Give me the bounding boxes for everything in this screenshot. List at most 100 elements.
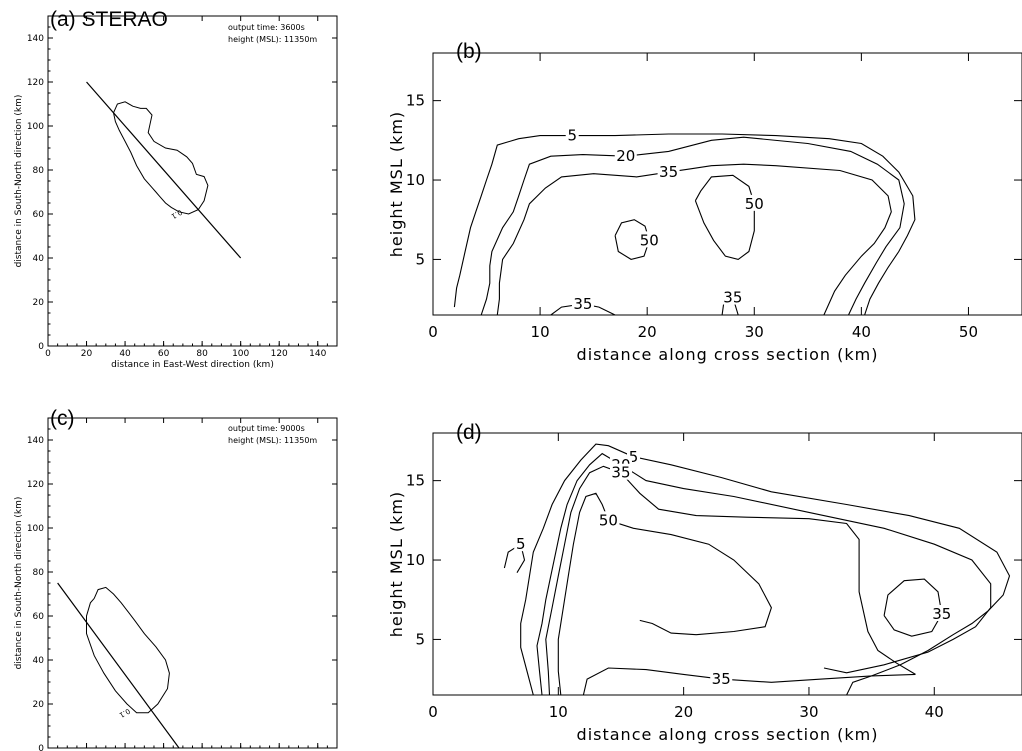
info-text: height (MSL): 11350m xyxy=(228,436,317,445)
contour-line xyxy=(453,133,916,315)
plot-area: 552035353550 xyxy=(503,443,1011,695)
y-tick-label: 0 xyxy=(38,744,44,751)
panel-label: (c) xyxy=(50,407,75,430)
y-tick-label: 80 xyxy=(33,166,45,176)
panel-label: (d) xyxy=(456,421,482,444)
plot-frame xyxy=(432,52,1022,316)
x-tick-label: 0 xyxy=(45,349,51,359)
panel-a: 0 20 40 60 80 100 120 140 0 20 40 60 80 100 120 140 dist… xyxy=(14,8,338,370)
contour-label-bg xyxy=(721,288,744,305)
contour-label-bg xyxy=(657,163,680,180)
contour-line xyxy=(694,174,755,260)
y-axis-label: distance in South-North direction (km) xyxy=(14,95,24,268)
x-axis-label: distance along cross section (km) xyxy=(577,725,879,744)
y-tick-label: 100 xyxy=(27,524,44,534)
contour-label-bg xyxy=(743,194,766,211)
plot-area: 0.1 xyxy=(57,582,180,748)
plot-frame xyxy=(432,432,1022,696)
x-tick-label: 20 xyxy=(81,349,93,359)
contour-line xyxy=(582,667,916,695)
contour-label: 35 xyxy=(932,605,951,623)
x-tick-label: 10 xyxy=(531,323,550,341)
contour-label: 35 xyxy=(659,163,678,181)
y-tick-label: 80 xyxy=(33,568,45,578)
contour-line xyxy=(113,101,209,215)
x-axis-label: distance in East-West direction (km) xyxy=(111,360,274,370)
x-tick-label: 40 xyxy=(852,323,871,341)
panel-label: (b) xyxy=(456,40,482,63)
x-tick-label: 40 xyxy=(119,349,131,359)
y-tick-label: 60 xyxy=(33,210,45,220)
y-tick-label: 60 xyxy=(33,612,45,622)
contour-label: 0.1 xyxy=(170,208,184,220)
contour-label: 35 xyxy=(573,295,592,313)
cross-section-line xyxy=(57,582,180,748)
contour-label-bg xyxy=(638,231,661,248)
contour-label: 35 xyxy=(723,289,742,307)
y-axis-label: height MSL (km) xyxy=(387,111,406,257)
contour-label: 5 xyxy=(567,127,577,145)
x-tick-label: 0 xyxy=(428,323,438,341)
contour-label-bg xyxy=(597,511,620,528)
contour-label-bg xyxy=(571,294,594,311)
x-tick-label: 100 xyxy=(232,349,249,359)
info-text: output time: 3600s xyxy=(228,23,305,32)
x-tick-label: 60 xyxy=(158,349,170,359)
contour-label-bg xyxy=(614,147,637,164)
x-tick-label: 30 xyxy=(745,323,764,341)
contour-line xyxy=(883,578,943,637)
cross-section-line xyxy=(86,81,242,259)
contour-label: 5 xyxy=(629,448,639,466)
x-tick-label: 120 xyxy=(271,349,288,359)
y-axis-label: distance in South-North direction (km) xyxy=(14,497,24,670)
x-tick-label: 10 xyxy=(549,703,568,721)
y-tick-label: 40 xyxy=(33,656,45,666)
contour-line xyxy=(545,465,916,695)
plot-area: 5 20 35 35 35 50 50 xyxy=(453,126,916,315)
y-tick-label: 140 xyxy=(27,34,44,44)
y-tick-label: 120 xyxy=(27,480,44,490)
contour-label: 35 xyxy=(611,464,630,482)
x-tick-label: 140 xyxy=(309,349,326,359)
x-tick-label: 30 xyxy=(799,703,818,721)
contour-label-bg xyxy=(565,126,579,143)
contour-line xyxy=(86,586,170,714)
y-tick-label: 10 xyxy=(406,551,425,569)
y-tick-label: 140 xyxy=(27,436,44,446)
x-tick-label: 50 xyxy=(959,323,978,341)
panel-b: 0 10 20 30 40 50 5 10 15 distance along cross sec… xyxy=(387,40,1022,364)
y-tick-label: 120 xyxy=(27,78,44,88)
plot-frame xyxy=(47,417,338,749)
x-tick-label: 40 xyxy=(925,703,944,721)
y-tick-label: 100 xyxy=(27,122,44,132)
panel-d: 0 10 20 30 40 5 10 15 distance along cross secti… xyxy=(387,421,1022,744)
info-text: height (MSL): 11350m xyxy=(228,35,317,44)
contour-label: 50 xyxy=(599,511,618,529)
contour-label-bg xyxy=(514,535,528,552)
contour-line xyxy=(520,443,1011,695)
contour-line xyxy=(480,136,905,315)
y-tick-label: 15 xyxy=(406,92,425,110)
x-tick-label: 20 xyxy=(638,323,657,341)
contour-line xyxy=(496,163,892,315)
plot-area: 0.1 xyxy=(86,81,242,259)
contour-label: 35 xyxy=(712,670,731,688)
plot-frame xyxy=(47,15,338,347)
y-tick-label: 20 xyxy=(33,298,45,308)
y-tick-label: 20 xyxy=(33,700,45,710)
y-tick-label: 10 xyxy=(406,171,425,189)
panel-label: (a) STERAO xyxy=(50,8,168,31)
y-tick-label: 40 xyxy=(33,254,45,264)
x-tick-label: 20 xyxy=(674,703,693,721)
y-axis-label: height MSL (km) xyxy=(387,491,406,637)
contour-label: 0.1 xyxy=(118,707,132,719)
contour-label: 50 xyxy=(640,231,659,249)
contour-label-bg xyxy=(930,605,953,622)
info-text: output time: 9000s xyxy=(228,424,305,433)
contour-label: 50 xyxy=(745,195,764,213)
y-tick-label: 0 xyxy=(38,342,44,352)
y-tick-label: 5 xyxy=(415,250,425,268)
contour-label: 5 xyxy=(516,535,526,553)
y-tick-label: 5 xyxy=(415,630,425,648)
